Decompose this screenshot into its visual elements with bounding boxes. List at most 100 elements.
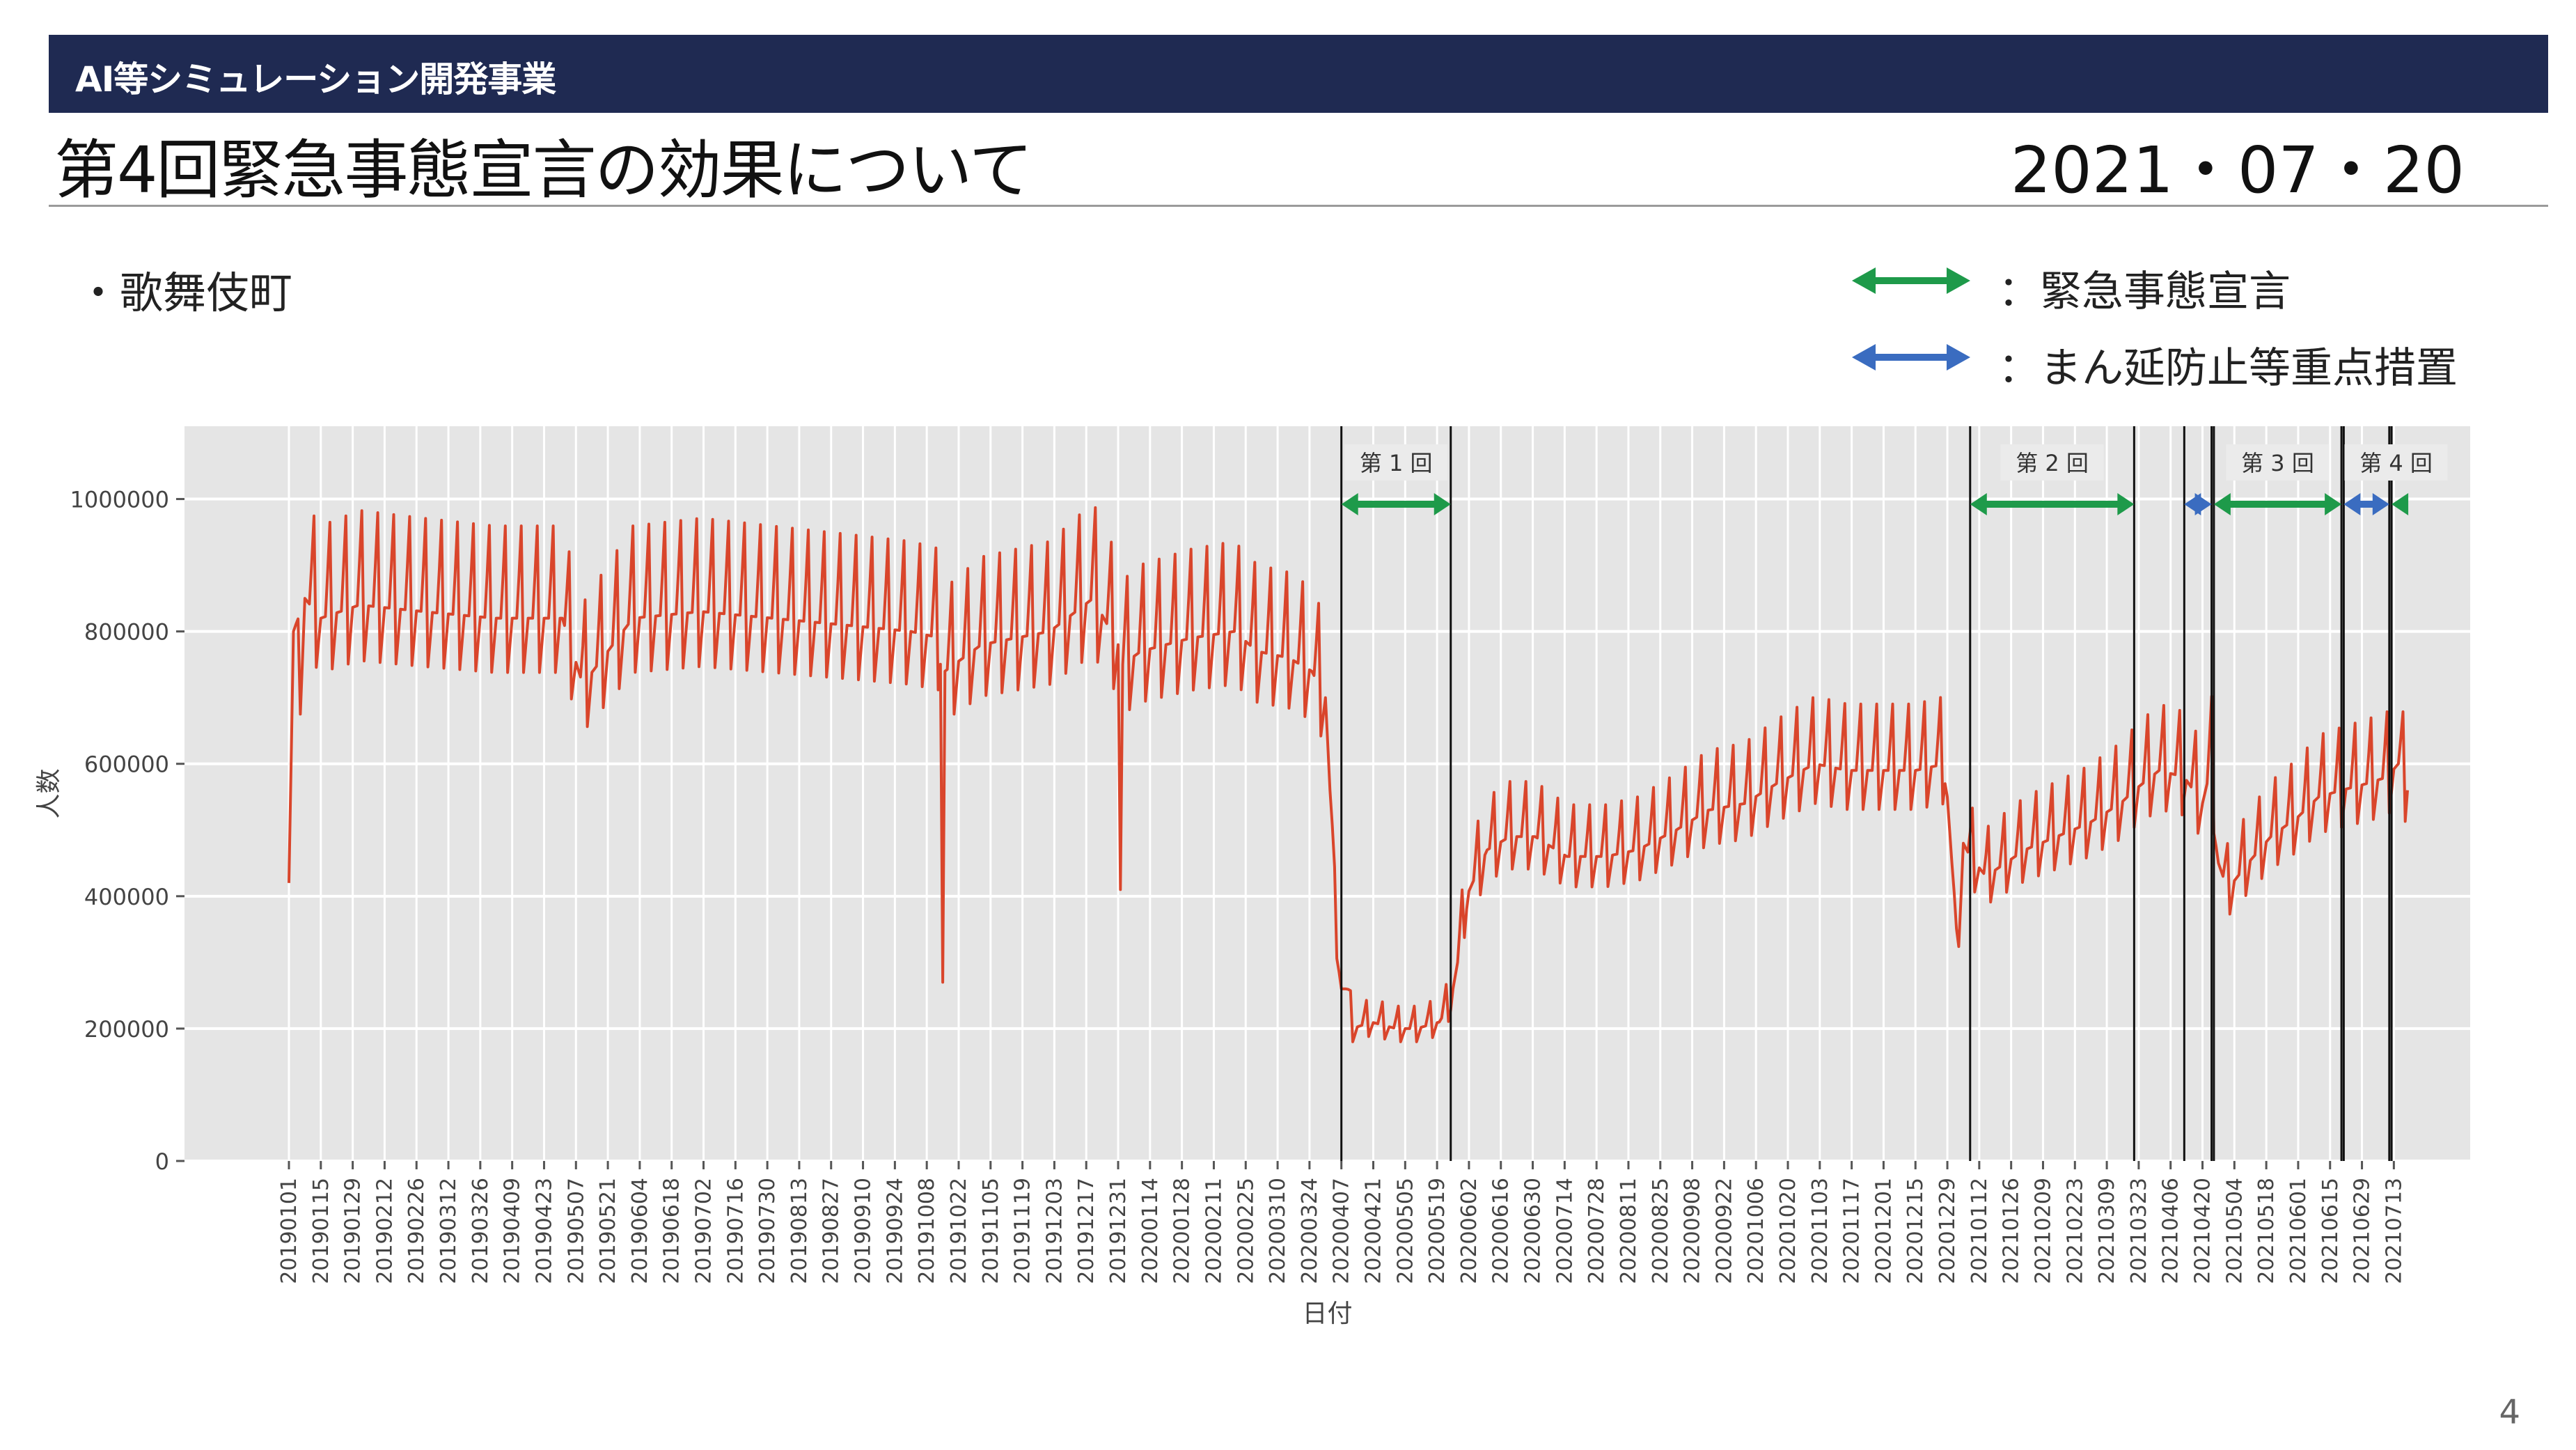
x-tick-label: 20200310 — [1266, 1178, 1290, 1284]
x-tick-label: 20190409 — [501, 1178, 525, 1284]
x-tick-label: 20200519 — [1425, 1178, 1450, 1284]
period-arrow-head — [1970, 493, 1987, 515]
period-label: 第 1 回 — [1360, 450, 1433, 476]
x-tick-label: 20190115 — [309, 1178, 333, 1284]
title-divider — [49, 205, 2548, 207]
x-tick-label: 20190212 — [372, 1178, 397, 1284]
period-arrow-head — [2392, 493, 2409, 515]
x-tick-label: 20190326 — [469, 1178, 493, 1284]
x-tick-label: 20190101 — [277, 1178, 301, 1284]
x-tick-label: 20190702 — [692, 1178, 716, 1284]
period-label-box — [2000, 444, 2104, 481]
x-tick-label: 20200505 — [1393, 1178, 1417, 1284]
y-axis-label: 人数 — [35, 768, 63, 818]
series-line — [288, 506, 2409, 1043]
y-tick-label: 200000 — [84, 1016, 169, 1043]
x-tick-label: 20210323 — [2127, 1178, 2151, 1284]
x-tick-label: 20210601 — [2286, 1178, 2311, 1284]
x-tick-label: 20190813 — [787, 1178, 812, 1284]
x-tick-label: 20200128 — [1170, 1178, 1195, 1284]
period-label: 第 3 回 — [2241, 450, 2314, 476]
page-date: 2021・07・20 — [2010, 133, 2465, 208]
x-tick-label: 20201020 — [1776, 1178, 1800, 1284]
header-bar-label: AI等シミュレーション開発事業 — [75, 59, 556, 100]
x-tick-label: 20191008 — [915, 1178, 939, 1284]
x-tick-label: 20200616 — [1489, 1178, 1514, 1284]
x-tick-label: 20201103 — [1808, 1178, 1832, 1284]
x-tick-label: 20210126 — [2000, 1178, 2024, 1284]
period-arrow-head — [2213, 493, 2231, 515]
x-tick-label: 20210518 — [2254, 1178, 2279, 1284]
x-tick-label: 20210420 — [2191, 1178, 2215, 1284]
x-tick-label: 20191022 — [947, 1178, 971, 1284]
x-tick-label: 20210112 — [1968, 1178, 1992, 1284]
x-tick-label: 20191231 — [1106, 1178, 1131, 1284]
page-title: 第4回緊急事態宣言の効果について — [54, 133, 1033, 208]
x-tick-label: 20201201 — [1871, 1178, 1896, 1284]
period-label-box — [2344, 444, 2448, 481]
x-tick-label: 20210209 — [2031, 1178, 2055, 1284]
x-tick-label: 20190827 — [819, 1178, 844, 1284]
x-tick-label: 20201006 — [1744, 1178, 1768, 1284]
x-tick-label: 20190604 — [628, 1178, 652, 1284]
x-tick-label: 20190924 — [883, 1178, 907, 1284]
x-tick-label: 20201215 — [1903, 1178, 1928, 1284]
x-tick-label: 20210504 — [2222, 1178, 2247, 1284]
x-tick-label: 20190423 — [532, 1178, 556, 1284]
x-tick-label: 20191203 — [1042, 1178, 1067, 1284]
x-tick-label: 20200324 — [1298, 1178, 1322, 1284]
plot-background — [184, 426, 2470, 1161]
x-tick-label: 20210713 — [2382, 1178, 2406, 1284]
period-arrow-head — [2343, 493, 2361, 515]
y-tick-label: 600000 — [84, 751, 169, 778]
x-tick-label: 20191217 — [1074, 1178, 1099, 1284]
x-tick-label: 20201229 — [1935, 1178, 1960, 1284]
x-axis-label: 日付 — [1302, 1300, 1352, 1328]
x-tick-label: 20210629 — [2350, 1178, 2375, 1284]
x-tick-label: 20190507 — [564, 1178, 588, 1284]
x-tick-label: 20190521 — [596, 1178, 620, 1284]
x-tick-label: 20190129 — [341, 1178, 366, 1284]
x-tick-label: 20210309 — [2095, 1178, 2119, 1284]
y-tick-label: 1000000 — [70, 487, 169, 513]
x-tick-label: 20210223 — [2063, 1178, 2087, 1284]
x-tick-label: 20210615 — [2318, 1178, 2343, 1284]
x-tick-label: 20200114 — [1138, 1178, 1163, 1284]
y-tick-label: 400000 — [84, 884, 169, 910]
x-tick-label: 20200421 — [1361, 1178, 1385, 1284]
period-label-box — [1344, 444, 1448, 481]
period-label-box — [2226, 444, 2330, 481]
x-tick-label: 20200211 — [1202, 1178, 1226, 1284]
double-arrow-green-icon — [1852, 267, 1970, 294]
x-tick-label: 20200922 — [1712, 1178, 1736, 1284]
x-tick-label: 20200714 — [1553, 1178, 1577, 1284]
double-arrow-blue-icon — [1852, 344, 1970, 371]
x-tick-label: 20200630 — [1521, 1178, 1546, 1284]
x-tick-label: 20190618 — [660, 1178, 684, 1284]
period-arrow-head — [2372, 493, 2389, 515]
location-label: ・歌舞伎町 — [77, 267, 293, 318]
x-tick-label: 20200811 — [1617, 1178, 1641, 1284]
y-tick-label: 0 — [155, 1148, 169, 1175]
x-tick-label: 20190716 — [723, 1178, 748, 1284]
x-tick-label: 20191105 — [979, 1178, 1003, 1284]
header-bar: AI等シミュレーション開発事業 — [49, 35, 2548, 113]
page-number: 4 — [2499, 1393, 2520, 1432]
period-arrow-head — [2117, 493, 2135, 515]
period-arrow-head — [1341, 493, 1358, 515]
x-tick-label: 20200225 — [1234, 1178, 1258, 1284]
period-label: 第 4 回 — [2359, 450, 2433, 476]
x-tick-label: 20200407 — [1330, 1178, 1354, 1284]
x-tick-label: 20210406 — [2159, 1178, 2183, 1284]
x-tick-label: 20200602 — [1457, 1178, 1482, 1284]
legend-emergency-label: ：緊急事態宣言 — [1998, 267, 2291, 316]
period-arrow-head — [2194, 493, 2212, 515]
period-label: 第 2 回 — [2016, 450, 2089, 476]
x-tick-label: 20190730 — [755, 1178, 780, 1284]
period-arrow-head — [1434, 493, 1451, 515]
x-tick-label: 20200728 — [1585, 1178, 1609, 1284]
legend-priority-label: ：まん延防止等重点措置 — [1998, 344, 2458, 393]
x-tick-label: 20200908 — [1681, 1178, 1705, 1284]
x-tick-label: 20190312 — [437, 1178, 461, 1284]
